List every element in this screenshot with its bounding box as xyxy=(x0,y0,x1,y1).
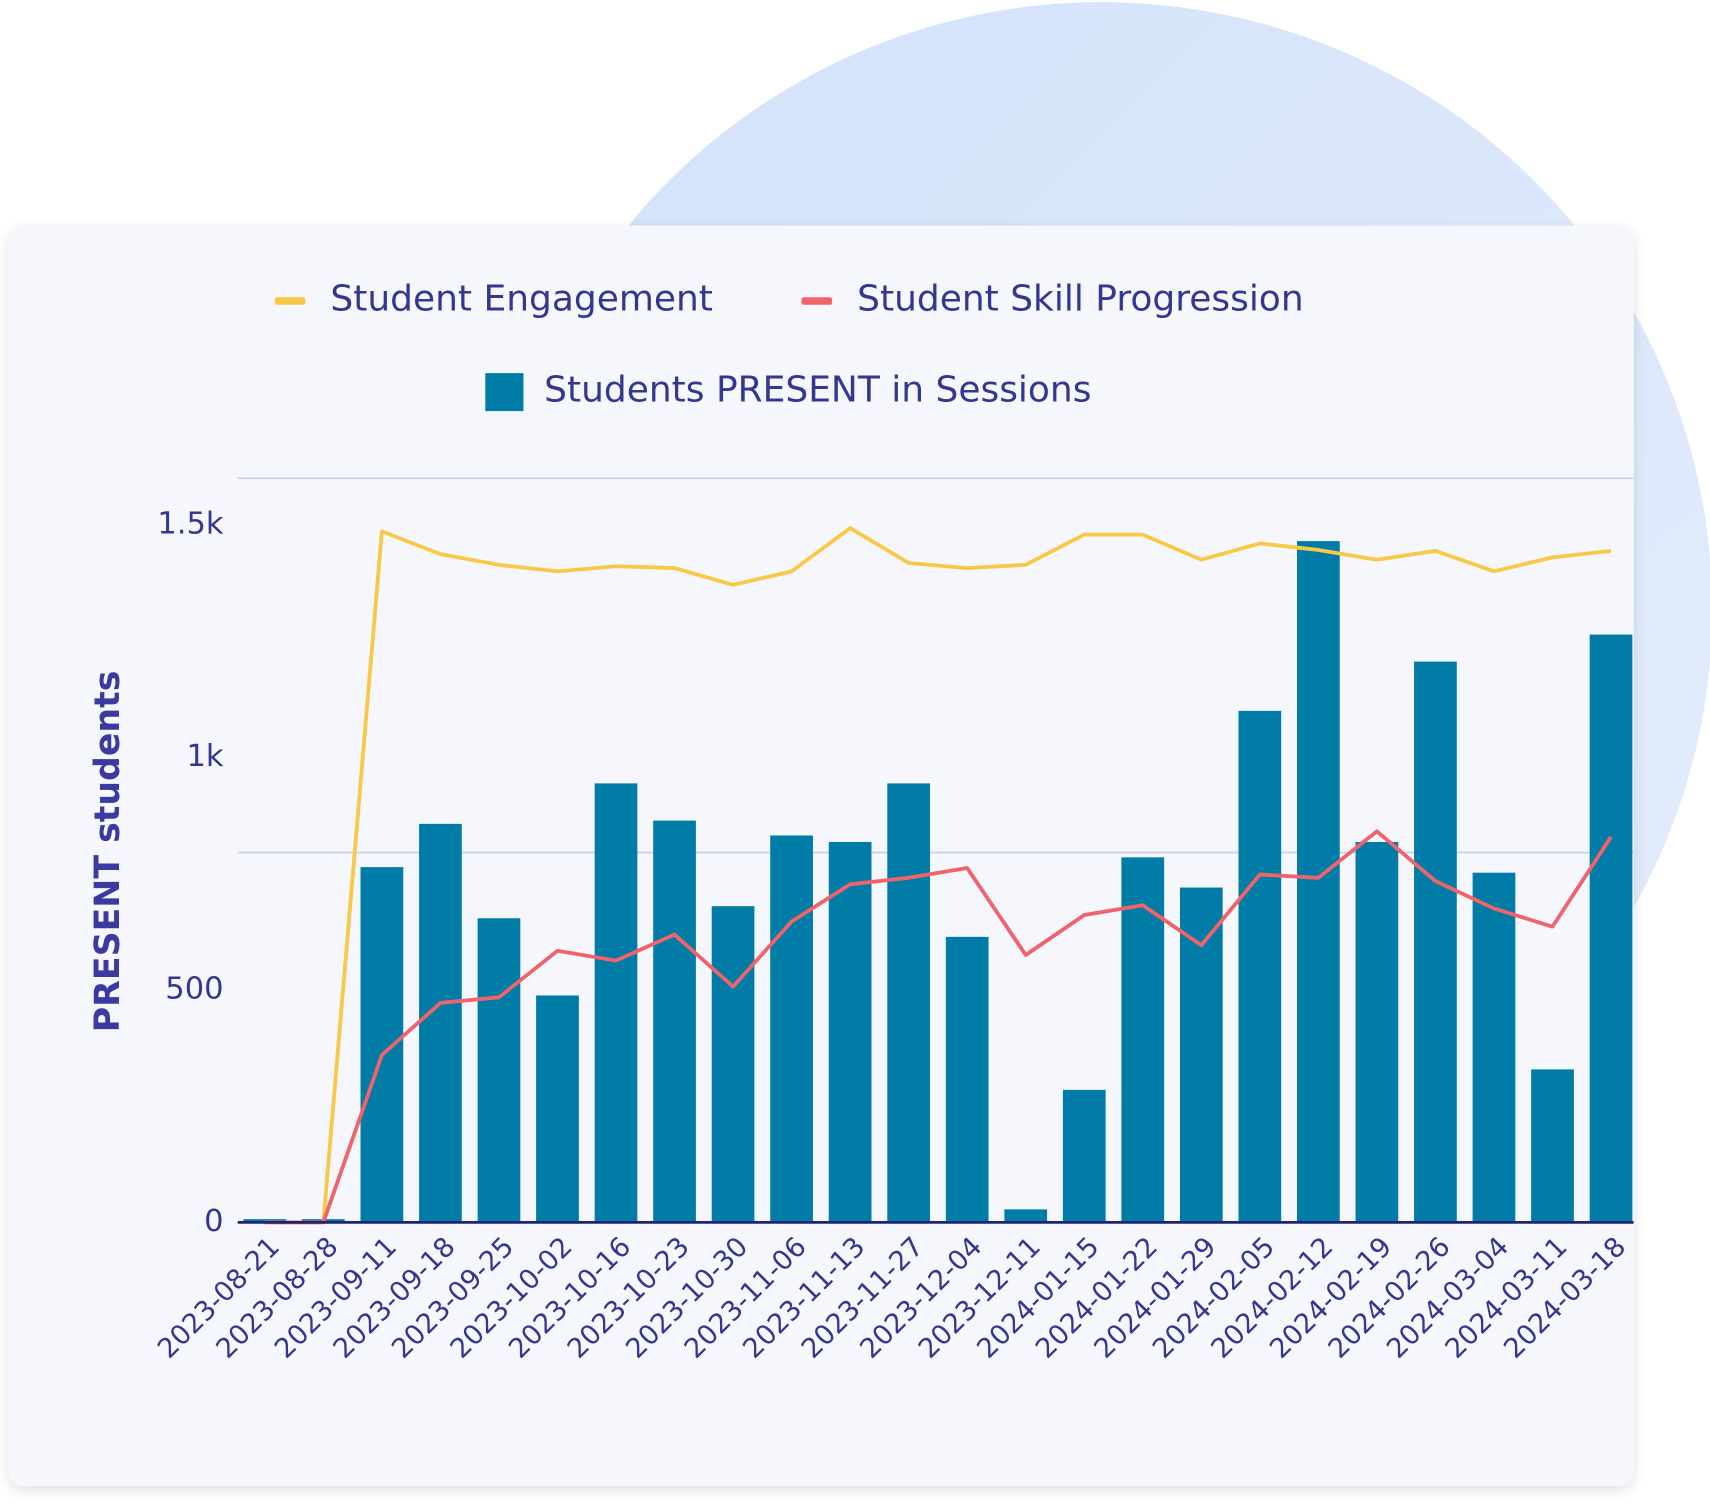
bar xyxy=(360,867,404,1223)
legend-swatch xyxy=(801,297,833,305)
y-tick-label: 1k xyxy=(186,739,223,774)
bar xyxy=(1179,887,1223,1223)
legend-swatch xyxy=(274,297,306,305)
bar xyxy=(828,841,872,1223)
bar xyxy=(1297,541,1340,1223)
y-axis-title: PRESENT students xyxy=(88,671,128,1033)
bar xyxy=(1414,661,1457,1223)
bar xyxy=(594,783,638,1223)
bar xyxy=(419,823,462,1223)
legend-label: Students PRESENT in Sessions xyxy=(544,370,1091,411)
bar xyxy=(1121,857,1165,1223)
card xyxy=(8,225,1634,1486)
bar xyxy=(1589,634,1633,1223)
y-tick-label: 0 xyxy=(204,1204,223,1239)
bar xyxy=(653,820,696,1223)
plot-area xyxy=(237,477,1634,1225)
bar xyxy=(536,995,579,1223)
bar xyxy=(1238,710,1282,1223)
bar xyxy=(770,835,813,1223)
legend-label: Student Engagement xyxy=(330,279,712,320)
bar xyxy=(711,906,755,1223)
bar xyxy=(1062,1089,1106,1223)
y-tick-label: 500 xyxy=(165,971,223,1006)
legend-swatch xyxy=(485,373,524,412)
bar xyxy=(1004,1209,1048,1223)
bar xyxy=(945,936,989,1223)
bar xyxy=(887,783,931,1223)
legend-label: Student Skill Progression xyxy=(857,279,1303,320)
line xyxy=(264,829,1613,1225)
bar xyxy=(1355,841,1399,1223)
bar xyxy=(1472,872,1516,1223)
y-tick-label: 1.5k xyxy=(157,506,224,541)
bar xyxy=(1531,1069,1574,1223)
line xyxy=(264,526,1612,1225)
bar xyxy=(477,918,521,1223)
